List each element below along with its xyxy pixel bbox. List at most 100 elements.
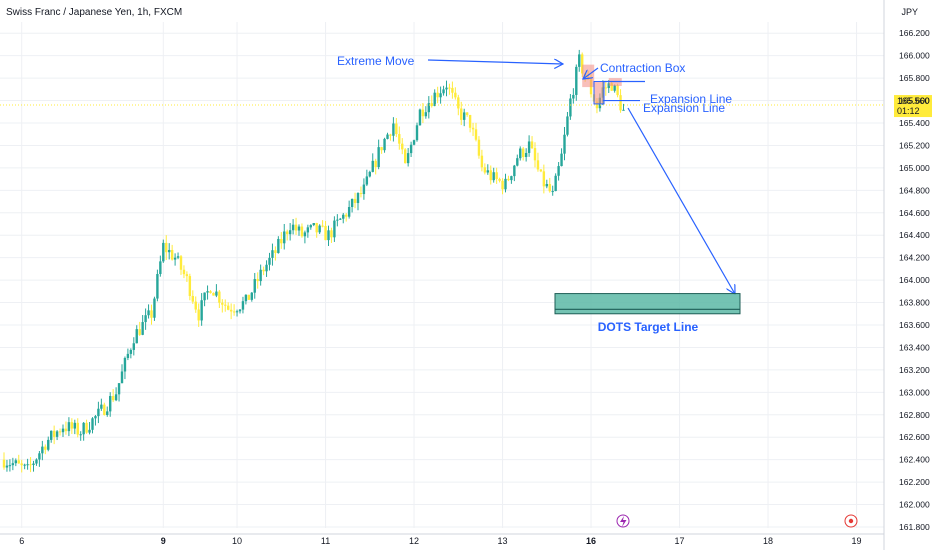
candle-body <box>563 134 566 154</box>
candle-body <box>73 422 76 429</box>
x-tick-label: 16 <box>586 536 596 546</box>
expansion-line-label-2: Expansion Line <box>643 101 725 115</box>
candle-body <box>389 134 392 136</box>
candle-body <box>44 446 47 450</box>
candle-body <box>250 292 253 300</box>
candle-body <box>524 152 528 158</box>
candle-body <box>232 311 236 313</box>
candle-body <box>135 329 138 344</box>
candle-body <box>144 315 147 323</box>
candle-body <box>510 176 513 181</box>
candle-body <box>126 353 130 358</box>
candle-body <box>271 250 274 258</box>
candle-body <box>415 125 419 141</box>
event-marker-icon[interactable] <box>844 514 858 528</box>
candle-body <box>533 148 537 161</box>
candle-body <box>176 256 180 258</box>
candle-body <box>489 170 492 181</box>
y-tick-label: 162.800 <box>899 410 930 420</box>
candle-body <box>581 54 584 74</box>
candle-body <box>168 249 171 253</box>
chart-title: Swiss Franc / Japanese Yen, 1h, FXCM <box>6 7 183 18</box>
candle-body <box>342 214 345 219</box>
candle-body <box>421 109 425 117</box>
candle-body <box>268 257 271 265</box>
candle-body <box>209 291 212 293</box>
candle-body <box>395 123 398 135</box>
y-tick-label: 166.000 <box>899 51 930 61</box>
candle-body <box>41 446 44 454</box>
candle-body <box>129 349 133 354</box>
candle-body <box>206 291 209 293</box>
candle-body <box>262 269 265 272</box>
candle-body <box>156 274 159 299</box>
candle-body <box>283 231 286 244</box>
candle-body <box>465 112 469 116</box>
candle-body <box>288 230 292 235</box>
candle-body <box>274 250 277 254</box>
candle-body <box>165 242 168 253</box>
candle-body <box>495 172 498 179</box>
candle-body <box>439 93 442 98</box>
extreme-move-arrow <box>427 60 563 64</box>
candle-body <box>557 166 560 176</box>
candle-body <box>235 311 239 313</box>
candle-body <box>114 394 118 401</box>
candle-body <box>185 274 189 277</box>
candle-body <box>333 220 336 238</box>
candle-body <box>32 463 35 465</box>
candle-body <box>315 222 318 233</box>
y-tick-label: 165.800 <box>899 73 930 83</box>
candle-body <box>106 411 109 415</box>
candle-body <box>336 219 339 221</box>
candle-body <box>132 343 135 350</box>
candle-body <box>604 87 607 89</box>
candle-body <box>542 171 546 187</box>
candle-body <box>247 294 251 300</box>
last-price-tag <box>894 95 932 118</box>
x-tick-label: 6 <box>19 536 24 546</box>
candle-body <box>229 309 233 312</box>
lightning-event-icon[interactable] <box>616 514 630 528</box>
candle-body <box>58 431 62 433</box>
candle-body <box>17 460 20 464</box>
candle-body <box>300 226 304 237</box>
candle-body <box>306 227 310 233</box>
candle-body <box>362 184 366 195</box>
lightning-glyph-icon <box>620 516 627 527</box>
y-tick-label: 164.000 <box>899 275 930 285</box>
y-tick-label: 166.200 <box>899 28 930 38</box>
y-tick-label: 164.400 <box>899 230 930 240</box>
candle-body <box>215 291 218 296</box>
candle-body <box>380 147 383 151</box>
candle-body <box>55 431 59 437</box>
candle-body <box>492 172 495 181</box>
candle-body <box>200 300 203 321</box>
candle-body <box>406 153 410 164</box>
y-tick-label: 164.800 <box>899 185 930 195</box>
candle-body <box>303 232 307 237</box>
candle-body <box>259 269 262 282</box>
candle-body <box>2 459 6 468</box>
candle-body <box>38 453 41 460</box>
candle-body <box>460 108 463 120</box>
candle-body <box>377 147 380 168</box>
candle-body <box>291 224 295 231</box>
y-tick-label: 165.200 <box>899 140 930 150</box>
candle-body <box>324 225 327 241</box>
y-tick-label: 161.800 <box>899 522 930 532</box>
candle-body <box>120 371 124 384</box>
extreme-move-label: Extreme Move <box>337 54 415 68</box>
y-tick-label: 163.000 <box>899 387 930 397</box>
target-zone <box>554 293 741 315</box>
candle-body <box>173 257 177 260</box>
candle-body <box>153 298 156 318</box>
candle-body <box>141 322 144 335</box>
candle-body <box>383 138 386 151</box>
candle-body <box>147 310 150 316</box>
candle-body <box>97 408 100 417</box>
currency-label[interactable]: JPY <box>901 7 918 17</box>
candle-body <box>221 302 224 305</box>
y-tick-label: 163.200 <box>899 365 930 375</box>
